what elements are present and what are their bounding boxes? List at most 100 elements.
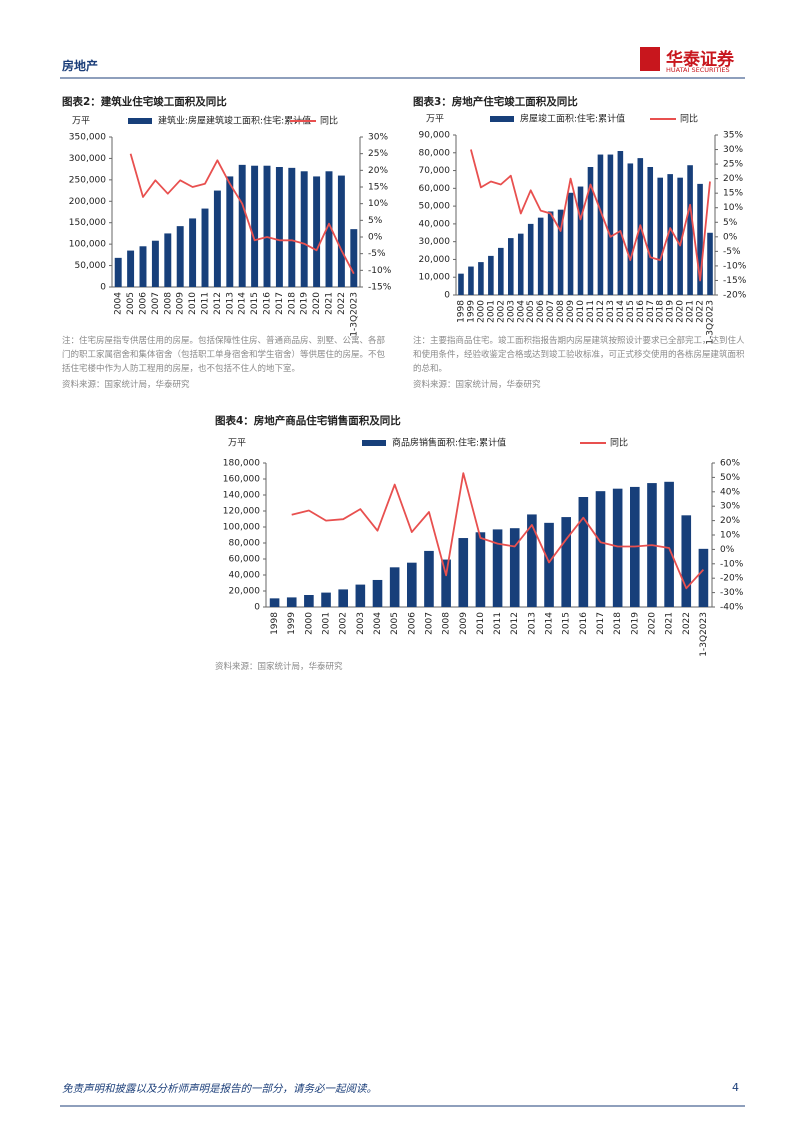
- x-tick-label: 2000: [476, 300, 486, 323]
- y-tick-label: 90,000: [419, 131, 451, 141]
- y2-tick-label: -15%: [368, 283, 392, 293]
- bar: [597, 154, 604, 295]
- legend-label: 同比: [680, 113, 698, 125]
- bar: [114, 257, 122, 287]
- x-tick-label: 2013: [606, 300, 616, 323]
- bar: [577, 186, 584, 295]
- bar: [201, 208, 209, 287]
- bar: [478, 262, 484, 295]
- x-tick-label: 2004: [114, 292, 124, 315]
- y2-tick-label: 15%: [368, 183, 388, 193]
- bar: [492, 529, 503, 607]
- x-tick-label: 2013: [225, 292, 235, 315]
- bar: [275, 167, 283, 287]
- y-tick-label: 300,000: [69, 154, 106, 164]
- bar: [537, 217, 544, 295]
- y2-tick-label: 50%: [720, 473, 740, 483]
- y-tick-label: 100,000: [69, 240, 106, 250]
- x-tick-label: 2016: [263, 292, 273, 315]
- x-tick-label: 2015: [626, 300, 636, 323]
- y2-tick-label: 20%: [723, 174, 743, 184]
- y-tick-label: 100,000: [223, 523, 260, 533]
- unit-label: 万平: [72, 116, 90, 127]
- y-tick-label: 40,000: [419, 219, 451, 229]
- bar: [567, 192, 574, 295]
- x-tick-label: 2020: [647, 612, 657, 635]
- x-tick-label: 2018: [287, 292, 297, 315]
- x-tick-label: 2017: [646, 300, 656, 323]
- x-tick-label: 2017: [596, 612, 606, 635]
- legend-label: 建筑业:房屋建筑竣工面积:住宅:累计值: [158, 115, 311, 127]
- x-tick-label: 2022: [696, 300, 706, 323]
- bar: [325, 171, 333, 287]
- x-tick-label: 2009: [459, 612, 469, 635]
- y-tick-label: 200,000: [69, 197, 106, 207]
- bar: [698, 548, 709, 607]
- bar: [389, 567, 400, 607]
- x-tick-label: 2015: [562, 612, 572, 635]
- bar: [350, 229, 358, 287]
- y-tick-label: 70,000: [419, 166, 451, 176]
- x-tick-label: 2022: [682, 612, 692, 635]
- x-tick-label: 2011: [493, 612, 503, 635]
- x-tick-label: 2008: [442, 612, 452, 635]
- x-tick-label: 1999: [287, 612, 297, 635]
- line-series: [291, 472, 705, 590]
- bar: [321, 592, 331, 607]
- x-tick-label: 2008: [556, 300, 566, 323]
- bar: [304, 595, 314, 607]
- bar: [300, 171, 308, 287]
- bar: [677, 177, 683, 295]
- x-tick-label: 2021: [325, 292, 335, 315]
- bar: [338, 589, 348, 607]
- x-tick-label: 2015: [250, 292, 260, 315]
- y2-tick-label: 10%: [720, 531, 740, 541]
- y2-tick-label: -10%: [723, 261, 747, 271]
- x-tick-label: 2020: [312, 292, 322, 315]
- y2-tick-label: 40%: [720, 487, 740, 497]
- source: 资料来源：国家统计局，华泰研究: [62, 380, 190, 390]
- y-tick-label: 140,000: [223, 491, 260, 501]
- y2-tick-label: -30%: [720, 588, 744, 598]
- x-tick-label: 2014: [616, 300, 626, 323]
- line-series: [470, 149, 711, 282]
- x-tick-label: 2005: [126, 292, 136, 315]
- bar: [612, 488, 623, 607]
- y2-tick-label: 20%: [720, 516, 740, 526]
- bar: [657, 177, 664, 295]
- section: 房地产: [62, 59, 99, 73]
- bar: [647, 167, 654, 295]
- x-tick-label: 2009: [566, 300, 576, 323]
- bar: [527, 514, 537, 607]
- y2-tick-label: 10%: [368, 199, 388, 209]
- bar: [164, 233, 172, 287]
- y2-tick-label: -10%: [720, 559, 744, 569]
- brand: 华泰证券: [666, 50, 734, 70]
- bar: [355, 584, 366, 607]
- x-tick-label: 2011: [201, 292, 211, 315]
- y-tick-label: 20,000: [229, 587, 261, 597]
- y-tick-label: 20,000: [419, 255, 451, 265]
- x-tick-label: 2018: [613, 612, 623, 635]
- x-tick-label: 1998: [456, 300, 466, 323]
- x-tick-label: 2014: [545, 612, 555, 635]
- y-tick-label: 60,000: [229, 555, 261, 565]
- bar: [667, 174, 673, 295]
- x-tick-label: 2013: [527, 612, 537, 635]
- y-tick-label: 0: [254, 603, 260, 613]
- legend-label: 商品房销售面积:住宅:累计值: [392, 437, 506, 449]
- y2-tick-label: -40%: [720, 603, 744, 613]
- y2-tick-label: 0%: [368, 233, 383, 243]
- page-number: 4: [732, 1081, 739, 1094]
- bar: [176, 226, 184, 287]
- y-tick-label: 250,000: [69, 175, 106, 185]
- y2-tick-label: -5%: [368, 249, 386, 259]
- bar: [517, 233, 524, 295]
- bar: [127, 250, 135, 287]
- y2-tick-label: -5%: [723, 247, 741, 257]
- bar: [561, 517, 571, 607]
- y2-tick-label: 30%: [368, 133, 388, 143]
- bar: [458, 538, 469, 607]
- y-tick-label: 50,000: [419, 202, 451, 212]
